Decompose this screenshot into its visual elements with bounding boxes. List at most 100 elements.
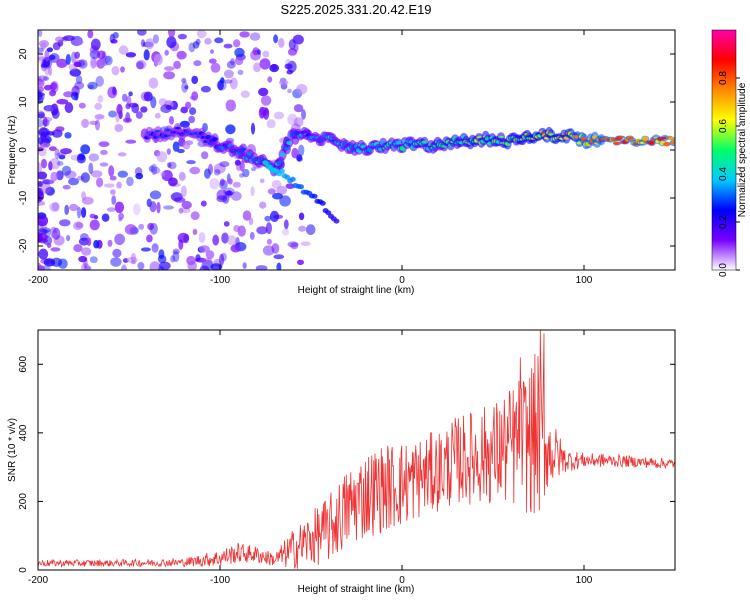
noise-blob [66, 235, 71, 242]
noise-blob [38, 171, 48, 180]
noise-blob [49, 158, 61, 170]
spectrogram-x-tick-label: 100 [576, 275, 593, 286]
noise-blob [75, 75, 83, 84]
noise-blob [149, 201, 157, 213]
noise-blob [200, 85, 211, 93]
noise-blob [81, 118, 89, 128]
noise-blob [38, 162, 43, 174]
noise-blob [154, 112, 161, 119]
noise-blob [86, 237, 92, 247]
noise-blob [189, 166, 201, 175]
noise-blob [43, 58, 51, 68]
noise-blob [223, 187, 235, 196]
noise-blob [137, 262, 145, 270]
noise-blob [210, 49, 214, 54]
noise-blob [262, 50, 270, 58]
noise-blob [73, 244, 83, 253]
noise-blob [230, 244, 241, 253]
noise-blob [50, 247, 61, 252]
spectrogram-y-tick-label: -20 [18, 238, 29, 253]
noise-blob [273, 34, 279, 44]
noise-blob [249, 32, 261, 41]
noise-blob [214, 37, 224, 44]
noise-blob [89, 120, 98, 125]
noise-blob [41, 56, 53, 69]
noise-blob [135, 111, 143, 119]
noise-blob [221, 232, 229, 244]
noise-blob [227, 189, 232, 199]
branch-blob [289, 176, 296, 182]
noise-blob [234, 47, 245, 58]
noise-blob [158, 266, 165, 270]
noise-blob [167, 162, 172, 168]
noise-blob [297, 259, 304, 265]
noise-blob [38, 118, 44, 128]
noise-blob [191, 91, 199, 101]
noise-blob [292, 34, 304, 45]
noise-blob [248, 217, 254, 226]
noise-blob [242, 210, 252, 221]
noise-blob [226, 60, 236, 69]
noise-blob [38, 93, 44, 104]
noise-blob [149, 222, 158, 235]
noise-blob [48, 65, 53, 76]
noise-blob [95, 75, 104, 87]
snr-y-tick-label: 200 [18, 493, 29, 510]
noise-blob [177, 148, 185, 154]
ridge-core [618, 136, 625, 139]
branch-blob [319, 200, 326, 206]
noise-blob [250, 186, 255, 197]
noise-blob [177, 33, 187, 40]
noise-blob [104, 55, 113, 66]
noise-blob [173, 60, 182, 70]
noise-blob [80, 144, 91, 155]
noise-blob [237, 225, 246, 237]
noise-blob [78, 59, 88, 69]
noise-blob [73, 221, 84, 231]
noise-blob [137, 30, 147, 36]
noise-blob [39, 227, 51, 233]
noise-blob [55, 126, 65, 132]
noise-blob [95, 119, 100, 131]
ridge-core [277, 160, 284, 163]
noise-blob [219, 179, 228, 190]
noise-blob [227, 178, 233, 185]
noise-blob [149, 261, 161, 270]
ridge-core [240, 147, 247, 151]
noise-blob [59, 219, 71, 227]
spectrogram-x-axis-label: Height of straight line (km) [298, 285, 415, 296]
noise-blob [186, 255, 196, 266]
noise-blob [172, 251, 180, 263]
noise-blob [177, 232, 190, 243]
noise-blob [169, 116, 174, 125]
noise-blob [240, 90, 250, 98]
noise-blob [38, 91, 46, 101]
noise-blob [83, 257, 88, 269]
noise-blob [166, 36, 177, 49]
noise-blob [99, 162, 109, 167]
noise-blob [48, 54, 56, 61]
noise-blob [298, 212, 305, 221]
noise-blob [223, 79, 233, 84]
snr-x-axis-label: Height of straight line (km) [298, 584, 415, 595]
ridge-core [664, 141, 670, 147]
noise-blob [152, 34, 159, 44]
ridge-core [613, 141, 620, 146]
noise-blob [172, 248, 180, 255]
noise-blob [229, 77, 238, 90]
spectrogram-y-axis-label: Frequency (Hz) [7, 116, 18, 185]
noise-blob [106, 207, 116, 212]
snr-series-line [38, 330, 675, 569]
noise-blob [272, 192, 283, 200]
noise-blob [153, 53, 163, 66]
noise-blob [287, 241, 299, 248]
noise-blob [156, 151, 168, 163]
noise-blob [111, 195, 117, 205]
noise-blob [192, 228, 198, 235]
noise-blob [38, 86, 44, 92]
noise-blob [276, 185, 288, 195]
noise-blob [180, 106, 188, 114]
noise-blob [114, 201, 125, 213]
noise-blob [196, 30, 207, 39]
noise-blob [185, 101, 192, 110]
